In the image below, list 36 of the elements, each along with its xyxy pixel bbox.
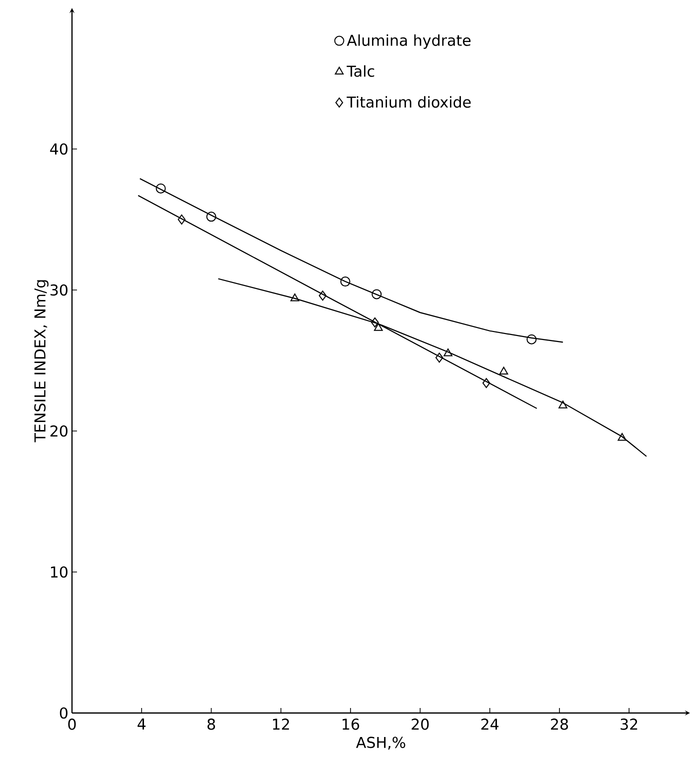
line-series	[139, 178, 564, 343]
point	[371, 317, 379, 328]
point	[178, 214, 186, 224]
point	[206, 212, 216, 222]
point	[526, 334, 537, 344]
x-tick-label: 12	[273, 718, 289, 730]
legend-label: Talc	[346, 65, 374, 77]
point	[618, 433, 626, 441]
x-tick-label: 0	[68, 718, 76, 730]
x-tick-label: 4	[138, 718, 146, 730]
x-tick-label: 24	[481, 718, 498, 730]
y-tick-label: 0	[60, 707, 68, 719]
point	[558, 400, 568, 408]
point	[318, 290, 327, 301]
y-tick-label: 30	[50, 284, 68, 296]
point	[435, 352, 444, 363]
y-tick-label: 20	[50, 425, 68, 437]
point	[290, 293, 300, 302]
x-tick-label: 16	[342, 718, 360, 730]
y-tick-label: 10	[51, 566, 68, 578]
point	[499, 366, 508, 375]
x-tick-label: 32	[620, 718, 638, 730]
x-tick-label: 20	[412, 718, 429, 730]
x-axis-title: ASH,%	[356, 736, 406, 750]
y-axis-title: TENSILE INDEX, Nm/g	[34, 280, 49, 442]
legend-label: Alumina hydrate	[346, 34, 471, 49]
point	[444, 348, 452, 356]
point	[340, 276, 350, 287]
legend-label: Titanium dioxide	[346, 96, 471, 108]
x-tick-label: 8	[208, 718, 216, 730]
y-tick-label: 40	[50, 143, 68, 155]
point	[156, 183, 166, 194]
point	[482, 378, 490, 388]
point	[374, 323, 383, 331]
point	[372, 289, 382, 300]
x-tick-label: 28	[550, 718, 568, 730]
